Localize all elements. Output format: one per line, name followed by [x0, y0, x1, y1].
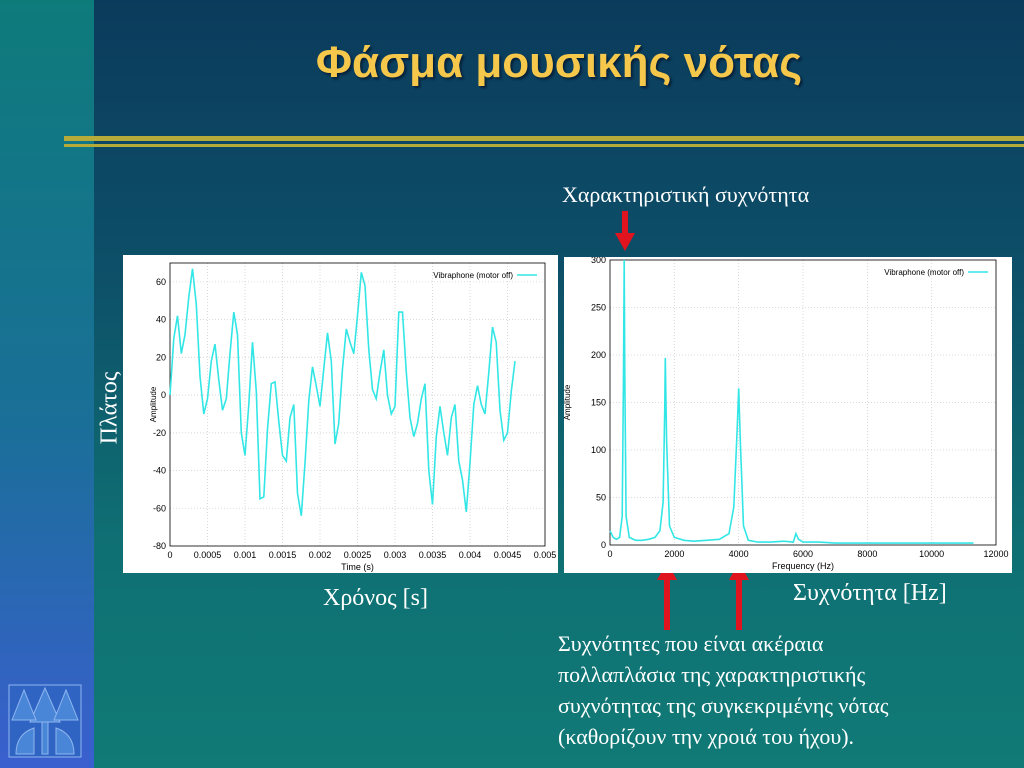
- y-tick-label: 150: [591, 398, 606, 408]
- x-tick-label: 0: [167, 550, 172, 560]
- x-tick-label: 0.0035: [419, 550, 447, 560]
- note-line: πολλαπλάσια της χαρακτηριστικής: [558, 662, 866, 687]
- x-tick-label: 10000: [919, 549, 944, 559]
- y-tick-label: 60: [156, 277, 166, 287]
- x-tick-label: 0.0005: [194, 550, 222, 560]
- legend-label: Vibraphone (motor off): [884, 268, 964, 277]
- characteristic-frequency-label: Χαρακτηριστική συχνότητα: [562, 182, 810, 207]
- y-tick-label: -80: [153, 541, 166, 551]
- y-tick-label: 40: [156, 315, 166, 325]
- frequency-spectrum-plot: 0 2000 4000 6000 8000 10000 12000 300 250 200 150 1…: [564, 257, 1012, 573]
- x-tick-label: 2000: [664, 549, 684, 559]
- x-tick-label: 4000: [729, 549, 749, 559]
- y-tick-label: 100: [591, 445, 606, 455]
- note-line: Συχνότητες που είναι ακέραια: [558, 631, 824, 656]
- y-tick-label: -20: [153, 428, 166, 438]
- y-tick-label: 200: [591, 350, 606, 360]
- x-tick-label: 0.0025: [344, 550, 372, 560]
- amplitude-axis-label-greek: Πλάτος: [96, 371, 123, 445]
- plot-frame: [169, 262, 546, 547]
- x-tick-label: 0.004: [459, 550, 482, 560]
- tree-logo-icon: [8, 684, 82, 758]
- series-line: [169, 268, 516, 516]
- y-tick-label: 250: [591, 303, 606, 313]
- x-axis-label: Frequency (Hz): [772, 561, 834, 571]
- y-axis-label: Amplitude: [149, 386, 158, 422]
- x-tick-label: 8000: [857, 549, 877, 559]
- y-tick-label: 300: [591, 257, 606, 265]
- time-domain-plot: 0 0.0005 0.001 0.0015 0.002 0.0025 0.003 0.0035…: [123, 255, 558, 573]
- x-tick-label: 6000: [793, 549, 813, 559]
- note-line: (καθορίζουν την χροιά του ήχου).: [558, 724, 855, 749]
- time-domain-chart: 0 0.0005 0.001 0.0015 0.002 0.0025 0.003 0.0035…: [149, 262, 557, 572]
- harmonics-note: Συχνότητες που είναι ακέραια πολλαπλάσια…: [558, 628, 1008, 752]
- note-line: συχνότητας της συγκεκριμένης νότας: [558, 693, 889, 718]
- y-tick-label: 20: [156, 352, 166, 362]
- plot-frame: [609, 259, 997, 546]
- y-axis-label: Amplitude: [564, 384, 572, 420]
- x-tick-label: 0.005: [534, 550, 557, 560]
- time-axis-label-greek: Χρόνος [s]: [323, 585, 428, 611]
- x-tick-label: 0.003: [384, 550, 407, 560]
- frequency-axis-label-greek: Συχνότητα [Hz]: [793, 580, 947, 606]
- series-line: [609, 259, 974, 544]
- slide-title: Φάσμα μουσικής νότας: [315, 38, 803, 87]
- y-tick-label: -60: [153, 503, 166, 513]
- x-tick-label: 0.0015: [269, 550, 297, 560]
- y-tick-label: 0: [161, 390, 166, 400]
- x-tick-label: 0.002: [309, 550, 332, 560]
- y-tick-label: 0: [601, 540, 606, 550]
- x-tick-label: 0.0045: [494, 550, 522, 560]
- frequency-spectrum-chart: 0 2000 4000 6000 8000 10000 12000 300 250 200 150 1…: [564, 257, 1009, 571]
- x-axis-label: Time (s): [341, 562, 374, 572]
- y-tick-label: 50: [596, 493, 606, 503]
- x-tick-label: 12000: [983, 549, 1008, 559]
- x-tick-label: 0.001: [234, 550, 257, 560]
- y-tick-label: -40: [153, 466, 166, 476]
- legend-label: Vibraphone (motor off): [433, 271, 513, 280]
- x-tick-label: 0: [607, 549, 612, 559]
